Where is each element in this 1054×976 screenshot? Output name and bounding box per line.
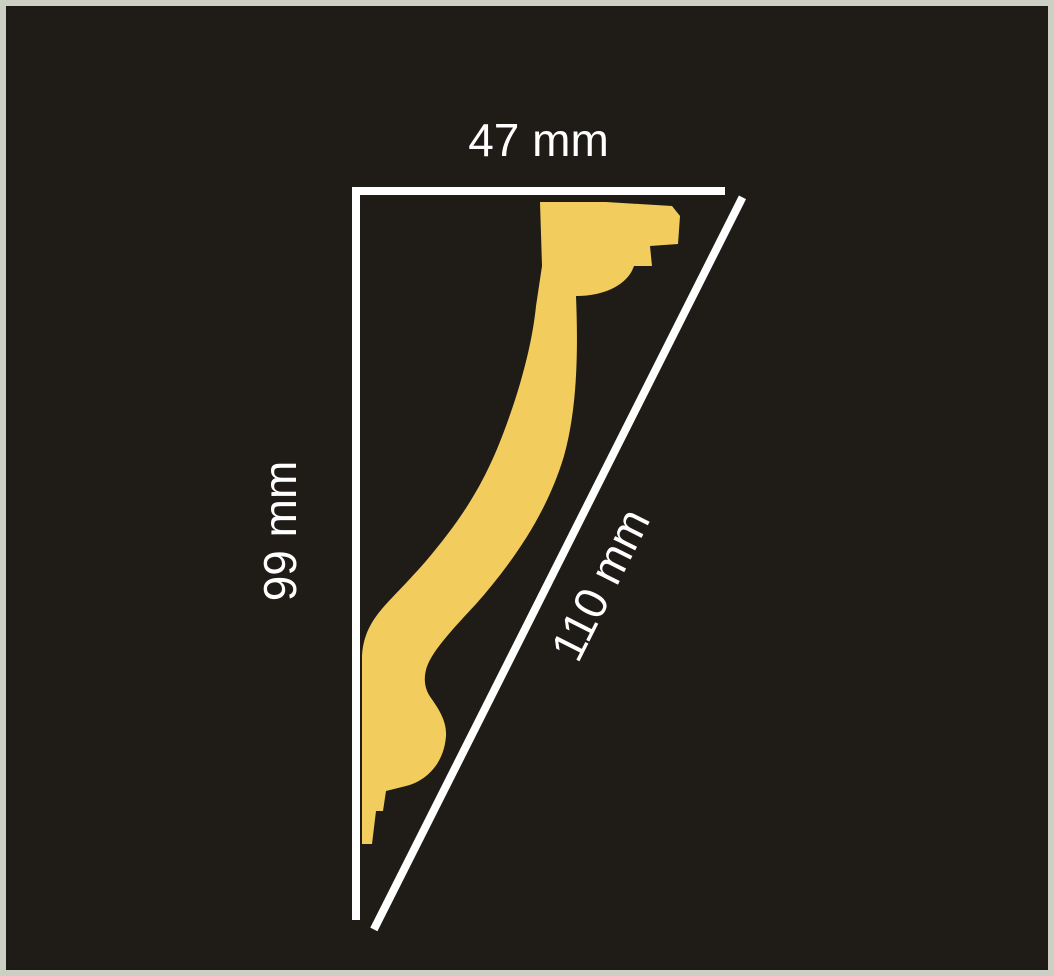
diagram-canvas: 47 mm 99 mm 110 mm (6, 6, 1048, 970)
frame-border: 47 mm 99 mm 110 mm (0, 0, 1054, 976)
diagram-svg: 47 mm 99 mm 110 mm (6, 6, 1048, 970)
top-dimension-label: 47 mm (468, 114, 609, 166)
diagonal-dimension-label: 110 mm (540, 500, 660, 669)
left-dimension-label: 99 mm (254, 461, 306, 602)
